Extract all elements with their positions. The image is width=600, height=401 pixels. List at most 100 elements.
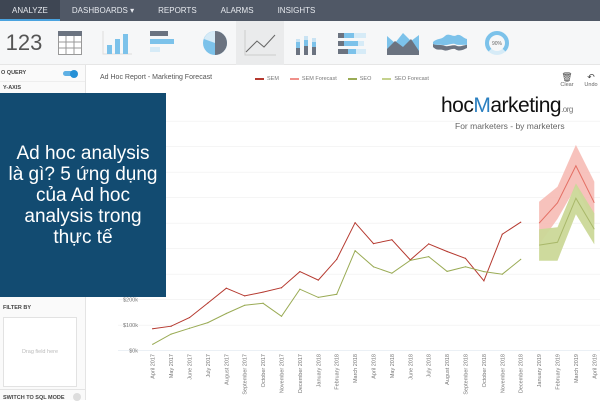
sem-point (354, 222, 356, 224)
legend-sem[interactable]: SEM (255, 76, 279, 82)
legend-seo-forecast[interactable]: SEO Forecast (382, 76, 429, 82)
filter-drop-zone[interactable]: Drag field here (3, 317, 77, 387)
divider (0, 389, 85, 390)
nav-alarms[interactable]: ALARMS (220, 6, 254, 15)
seo-point (188, 327, 191, 329)
table-icon[interactable] (52, 21, 88, 65)
sem-point (372, 243, 375, 245)
stacked-bar-icon[interactable] (335, 21, 371, 65)
sem-point (317, 279, 319, 281)
x-tick-label: July 2018 (427, 354, 433, 378)
undo-button[interactable]: ↶ Undo (581, 72, 600, 88)
x-tick-label: June 2018 (408, 354, 414, 380)
x-tick-label: January 2018 (316, 354, 322, 387)
seo-point (299, 288, 301, 290)
pie-chart-icon[interactable] (195, 21, 235, 65)
sem-point (428, 243, 430, 245)
sql-mode-icon[interactable] (73, 393, 81, 401)
query-toggle[interactable] (63, 69, 78, 78)
line-chart-icon[interactable] (236, 21, 284, 65)
x-tick-label: May 2018 (390, 354, 396, 378)
chart-type-toolbar: 123 90% (0, 21, 600, 65)
seo-point (152, 343, 154, 345)
seo-point (170, 333, 172, 335)
clear-label: Clear (560, 82, 574, 88)
x-tick-label: April 2019 (592, 354, 598, 379)
seo-point (501, 273, 503, 275)
top-nav: ANALYZE DASHBOARDS ▾ REPORTS ALARMS INSI… (0, 0, 600, 21)
seo-point (520, 258, 522, 261)
x-tick-label: July 2017 (206, 354, 212, 378)
x-tick-label: November 2017 (280, 354, 286, 393)
x-tick-label: August 2018 (445, 354, 451, 385)
sem-point (391, 239, 393, 241)
x-tick-label: September 2017 (243, 354, 249, 395)
gauge-value: 90% (492, 41, 503, 47)
filter-by-label: FILTER BY (3, 305, 32, 311)
query-label: O QUERY (1, 70, 27, 76)
sem-forecast-line (538, 164, 595, 224)
hocmarketing-logo: hocMarketing.org For marketers - by mark… (441, 94, 573, 132)
seo-point (391, 272, 393, 274)
x-tick-label: April 2018 (372, 354, 378, 379)
seo-point (464, 266, 467, 268)
seo-point (446, 270, 448, 272)
legend-sem-forecast[interactable]: SEM Forecast (289, 76, 337, 82)
sem-point (225, 287, 227, 289)
sem-point (244, 295, 246, 297)
clear-button[interactable]: 🗑 Clear (557, 72, 577, 88)
nav-reports[interactable]: REPORTS (158, 6, 197, 15)
chart-legend: SEM SEM Forecast SEO SEO Forecast (255, 76, 429, 82)
x-tick-label: January 2019 (537, 354, 543, 387)
sem-line (152, 221, 521, 330)
sem-point (464, 257, 467, 259)
article-title-overlay: Ad hoc analysis là gì? 5 ứng dụng của Ad… (0, 93, 166, 297)
seo-point (207, 322, 209, 324)
seo-point (244, 304, 246, 306)
seo-line (152, 249, 522, 345)
seo-forecast-line (539, 197, 595, 246)
x-tick-label: October 2017 (261, 354, 267, 387)
x-tick-label: October 2018 (482, 354, 488, 387)
x-tick-label: February 2018 (335, 354, 341, 390)
x-tick-label: February 2019 (556, 354, 562, 390)
seo-point (409, 259, 411, 262)
x-tick-label: November 2018 (500, 354, 506, 393)
switch-sql-mode-button[interactable]: SWITCH TO SQL MODE (3, 395, 65, 401)
seo-point (372, 266, 375, 268)
sem-forecast-band (539, 144, 595, 245)
legend-seo[interactable]: SEO (347, 76, 371, 82)
nav-analyze[interactable]: ANALYZE (0, 0, 60, 21)
sem-point (483, 280, 485, 282)
sem-point (299, 271, 301, 273)
divider (0, 81, 85, 82)
sem-point (280, 287, 283, 289)
stream-chart-icon[interactable] (430, 21, 470, 65)
x-tick-label: December 2017 (298, 354, 304, 393)
area-chart-icon[interactable] (383, 21, 423, 65)
x-tick-label: August 2017 (224, 354, 230, 385)
undo-icon: ↶ (587, 72, 595, 82)
seo-point (280, 315, 283, 317)
x-tick-label: March 2018 (353, 354, 359, 383)
x-tick-label: December 2018 (519, 354, 525, 393)
y-tick-label: $0k (129, 349, 138, 355)
bar-chart-icon[interactable] (97, 21, 137, 65)
nav-insights[interactable]: INSIGHTS (277, 6, 316, 15)
seo-point (225, 312, 227, 315)
seo-point (428, 256, 430, 258)
y-tick-label: $200k (123, 298, 138, 304)
sem-point (446, 250, 448, 253)
sem-point (170, 325, 172, 327)
gauge-icon[interactable]: 90% (480, 21, 514, 65)
x-tick-label: September 2018 (464, 354, 470, 395)
horizontal-bar-icon[interactable] (145, 21, 185, 65)
trash-icon: 🗑 (561, 72, 573, 82)
sem-point (152, 328, 154, 330)
grouped-bar-icon[interactable] (290, 21, 326, 65)
number-icon[interactable]: 123 (5, 30, 43, 55)
nav-dashboards[interactable]: DASHBOARDS ▾ (71, 6, 135, 15)
sem-point (207, 302, 209, 304)
sem-point (336, 258, 338, 261)
